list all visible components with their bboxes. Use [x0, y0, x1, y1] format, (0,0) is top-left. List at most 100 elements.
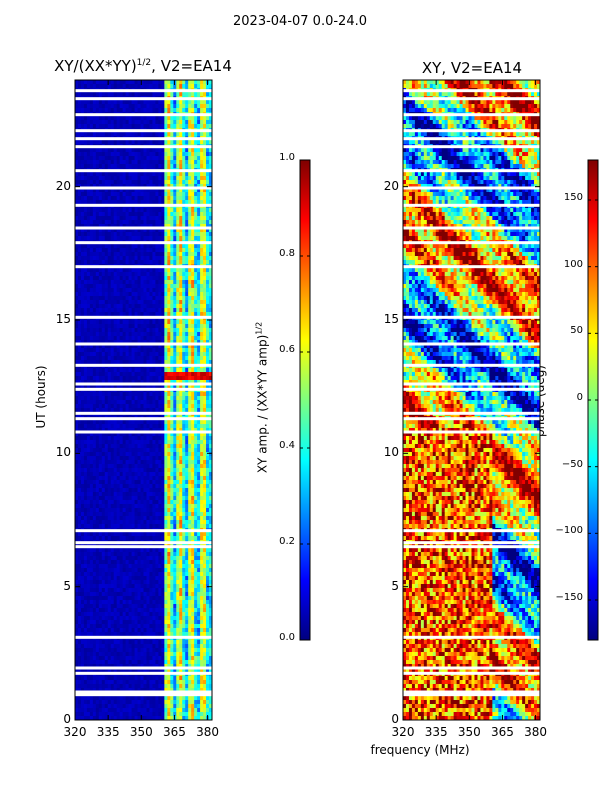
heatmap-cell [140, 360, 144, 365]
heatmap-cell [179, 488, 183, 493]
heatmap-cell [167, 424, 171, 429]
heatmap-cell [167, 408, 171, 413]
heatmap-cell [80, 304, 85, 309]
heatmap-cell [143, 296, 147, 301]
heatmap-cell [80, 172, 85, 177]
heatmap-cell [152, 308, 156, 313]
heatmap-cell [143, 360, 147, 365]
heatmap-cell [182, 252, 186, 257]
heatmap-cell [92, 252, 97, 257]
heatmap-cell [125, 460, 130, 465]
heatmap-cell [197, 132, 201, 137]
heatmap-cell [182, 120, 186, 125]
heatmap-cell [75, 276, 79, 281]
heatmap-cell [119, 236, 124, 241]
heatmap-cell [113, 496, 118, 501]
heatmap-cell [128, 436, 132, 441]
heatmap-cell [92, 396, 97, 401]
heatmap-cell [125, 140, 130, 145]
heatmap-cell [209, 236, 213, 241]
heatmap-cell [140, 220, 144, 225]
heatmap-cell [143, 120, 147, 125]
heatmap-cell [89, 156, 94, 161]
heatmap-cell [134, 404, 138, 409]
heatmap-cell [110, 392, 115, 397]
heatmap-cell [149, 356, 153, 361]
heatmap-cell [116, 248, 121, 253]
heatmap-cell [176, 120, 180, 125]
heatmap-cell [116, 452, 121, 457]
heatmap-cell [200, 396, 204, 401]
heatmap-cell [77, 304, 82, 309]
heatmap-cell [170, 308, 174, 313]
heatmap-cell [80, 332, 85, 337]
heatmap-cell [188, 296, 192, 301]
heatmap-cell [83, 456, 88, 461]
heatmap-cell [164, 160, 168, 165]
heatmap-cell [176, 400, 180, 405]
heatmap-cell [149, 156, 153, 161]
heatmap-cell [182, 248, 186, 253]
heatmap-cell [110, 424, 115, 429]
heatmap-cell [80, 160, 85, 165]
heatmap-cell [194, 160, 198, 165]
heatmap-cell [197, 280, 201, 285]
heatmap-cell [200, 160, 204, 165]
heatmap-cell [158, 356, 162, 361]
heatmap-cell [119, 260, 124, 265]
heatmap-cell [122, 288, 127, 293]
heatmap-cell [203, 176, 207, 181]
heatmap-cell [80, 292, 85, 297]
heatmap-cell [143, 176, 147, 181]
heatmap-cell [77, 268, 82, 273]
heatmap-cell [101, 276, 106, 281]
heatmap-cell [134, 396, 138, 401]
heatmap-cell [122, 380, 127, 385]
heatmap-cell [206, 324, 210, 329]
heatmap-cell [170, 192, 174, 197]
heatmap-cell [107, 332, 112, 337]
heatmap-cell [179, 184, 183, 189]
heatmap-cell [161, 484, 165, 489]
heatmap-cell [167, 492, 171, 497]
heatmap-cell [92, 372, 97, 377]
heatmap-cell [128, 372, 132, 377]
heatmap-cell [185, 280, 189, 285]
heatmap-cell [209, 368, 213, 373]
heatmap-cell [122, 460, 127, 465]
heatmap-cell [107, 352, 112, 357]
heatmap-cell [200, 312, 204, 317]
heatmap-cell [155, 156, 159, 161]
heatmap-cell [191, 200, 195, 205]
heatmap-cell [119, 224, 124, 229]
heatmap-cell [209, 132, 213, 137]
heatmap-cell [119, 456, 124, 461]
heatmap-cell [107, 276, 112, 281]
heatmap-cell [104, 312, 109, 317]
heatmap-cell [75, 300, 79, 305]
heatmap-cell [164, 408, 168, 413]
heatmap-cell [161, 352, 165, 357]
heatmap-cell [149, 456, 153, 461]
heatmap-cell [200, 304, 204, 309]
heatmap-cell [95, 320, 100, 325]
heatmap-cell [113, 188, 118, 193]
heatmap-cell [209, 432, 213, 437]
heatmap-cell [182, 324, 186, 329]
heatmap-cell [75, 408, 79, 413]
heatmap-cell [131, 500, 135, 505]
heatmap-cell [167, 356, 171, 361]
heatmap-cell [137, 320, 141, 325]
heatmap-cell [143, 492, 147, 497]
heatmap-cell [146, 212, 150, 217]
heatmap-cell [104, 164, 109, 169]
heatmap-cell [107, 180, 112, 185]
heatmap-cell [83, 392, 88, 397]
heatmap-cell [95, 280, 100, 285]
heatmap-cell [110, 100, 115, 105]
heatmap-cell [161, 404, 165, 409]
heatmap-cell [206, 228, 210, 233]
heatmap-cell [110, 336, 115, 341]
heatmap-cell [158, 220, 162, 225]
heatmap-cell [167, 224, 171, 229]
